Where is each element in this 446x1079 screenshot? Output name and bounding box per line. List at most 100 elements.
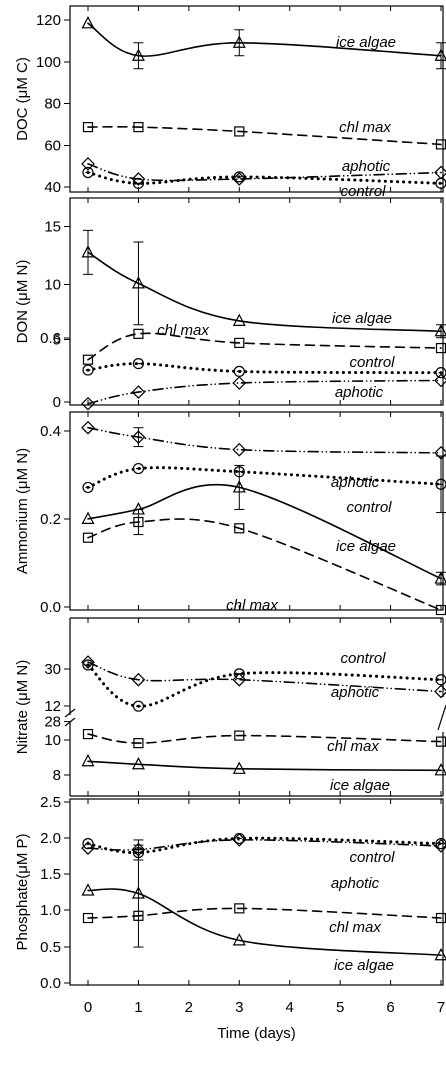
data-point	[82, 481, 94, 494]
plot-frame	[69, 5, 444, 193]
data-point	[81, 883, 95, 896]
y-tick-label: 0.2	[40, 511, 61, 528]
series-line	[87, 518, 442, 611]
data-point	[82, 166, 94, 179]
plot-frame	[69, 798, 444, 986]
series-label: aphotic	[331, 684, 380, 701]
series-label: aphotic	[331, 875, 380, 892]
series-label: aphotic	[335, 384, 384, 401]
data-point	[234, 126, 245, 137]
y-tick-label: 8	[53, 767, 61, 784]
series-line	[86, 663, 443, 708]
data-point	[232, 172, 247, 186]
series-label: chl max	[327, 738, 379, 755]
series-label: ice algae	[332, 310, 392, 327]
series-line	[87, 733, 442, 744]
series-label: aphotic	[342, 158, 391, 175]
data-point	[133, 910, 144, 921]
y-tick-label: 100	[36, 54, 61, 71]
data-point	[233, 668, 245, 680]
y-tick-label: 40	[44, 179, 61, 196]
plot-frame	[69, 411, 444, 611]
data-point	[131, 886, 145, 899]
series-label: control	[349, 354, 395, 371]
series-line	[87, 661, 442, 693]
data-point	[234, 523, 245, 534]
data-point	[82, 122, 94, 133]
data-point	[434, 763, 446, 776]
data-point	[434, 571, 446, 584]
data-point	[232, 442, 247, 457]
axis-break-mark	[64, 708, 76, 718]
data-point	[435, 838, 446, 850]
y-tick-label: 1.0	[40, 902, 61, 919]
data-point	[81, 396, 95, 411]
x-tick-label: 1	[134, 999, 142, 1016]
y-tick-label: 10	[44, 732, 61, 749]
x-tick-label: 7	[437, 999, 445, 1016]
y-tick-label: 80	[44, 96, 61, 113]
y-axis-label: Nitrate (μM N)	[14, 660, 31, 754]
y-axis-label: DON (μM N)	[14, 260, 31, 344]
data-point	[131, 385, 146, 399]
data-point	[131, 276, 145, 289]
y-tick-label: 60	[44, 138, 61, 155]
data-point	[232, 833, 247, 847]
data-point	[82, 912, 94, 924]
y-tick-label: 0.6	[40, 330, 61, 347]
data-point	[81, 841, 95, 855]
y-axis-label: Phosphate(μM P)	[14, 833, 31, 950]
y-tick-label: 0.0	[40, 975, 61, 992]
x-tick-label: 5	[336, 999, 344, 1016]
y-tick-label: 2.0	[40, 830, 61, 847]
y-tick-label: 0	[53, 394, 61, 411]
data-point	[434, 684, 446, 699]
y-tick-label: 120	[36, 12, 61, 29]
data-point	[434, 48, 446, 61]
series-line	[86, 171, 443, 185]
data-point	[234, 730, 245, 741]
series-line	[87, 379, 442, 405]
data-point	[435, 177, 446, 189]
series-label: control	[340, 183, 386, 200]
series-line	[87, 839, 442, 851]
data-point	[232, 761, 246, 774]
x-tick-label: 2	[185, 999, 193, 1016]
series-line	[87, 888, 442, 956]
data-point	[434, 947, 446, 961]
data-point	[233, 171, 245, 183]
data-point	[232, 313, 246, 327]
series-line	[86, 466, 443, 489]
data-point	[133, 516, 144, 528]
series-line	[87, 251, 442, 333]
data-point	[81, 157, 95, 171]
series-line	[87, 22, 442, 57]
y-tick-label: 1.5	[40, 866, 61, 883]
data-point	[434, 323, 446, 337]
data-point	[132, 462, 145, 475]
data-point	[232, 376, 247, 390]
y-tick-label: 5	[53, 332, 61, 349]
y-tick-label: 12	[44, 698, 61, 715]
series-line	[87, 332, 442, 361]
series-label: control	[349, 849, 395, 866]
data-point	[434, 839, 446, 853]
data-point	[131, 756, 145, 770]
data-point	[132, 177, 145, 189]
x-tick-label: 3	[235, 999, 243, 1016]
data-point	[133, 328, 144, 339]
series-line	[87, 163, 442, 182]
data-point	[131, 430, 146, 444]
series-line	[87, 483, 442, 580]
data-point	[131, 672, 146, 687]
panel-4: 28 30 8 10 12 Nitrate (μM N) control aphotic chl…	[14, 617, 446, 797]
series-line	[86, 362, 443, 375]
data-point	[132, 358, 145, 370]
series-label: chl max	[329, 919, 381, 936]
series-label: chl max	[157, 322, 209, 339]
data-point	[234, 903, 245, 914]
series-label: chl max	[226, 597, 278, 614]
y-tick-label: 15	[44, 219, 61, 236]
data-point	[131, 172, 146, 186]
